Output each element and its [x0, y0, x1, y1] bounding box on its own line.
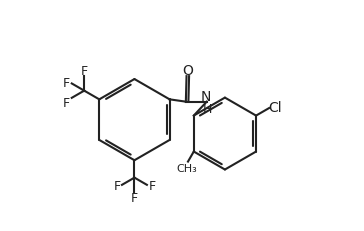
Text: F: F	[81, 65, 88, 78]
Text: Cl: Cl	[268, 100, 282, 114]
Text: F: F	[131, 191, 138, 204]
Text: F: F	[63, 96, 70, 109]
Text: F: F	[113, 180, 120, 193]
Text: F: F	[63, 76, 70, 89]
Text: CH₃: CH₃	[177, 163, 197, 173]
Text: H: H	[203, 103, 213, 116]
Text: F: F	[149, 180, 155, 193]
Text: N: N	[200, 89, 211, 103]
Text: O: O	[182, 64, 193, 78]
